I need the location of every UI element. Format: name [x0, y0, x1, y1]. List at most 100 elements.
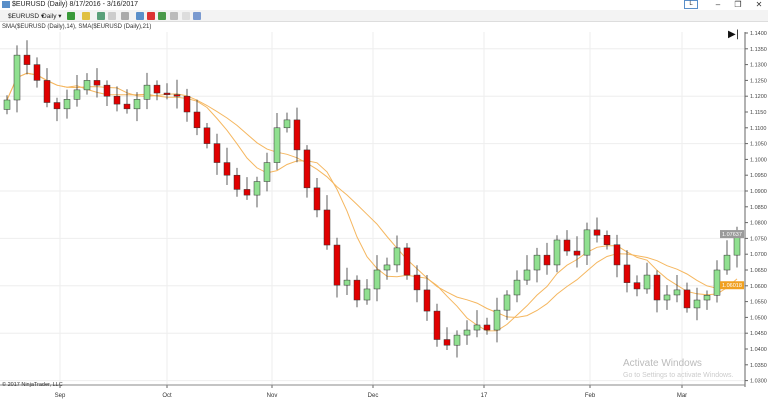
instrument-selector[interactable]: $EURUSD ▾ — [8, 13, 45, 20]
candle-up — [713, 269, 721, 296]
minimize-icon[interactable]: – — [715, 0, 721, 9]
candle-up — [383, 264, 391, 271]
indicator-legend: SMA($EURUSD (Daily),14), SMA($EURUSD (Da… — [2, 24, 152, 30]
y-tick-label: 1.1150 — [750, 110, 766, 116]
last-price-label-bg — [720, 230, 744, 239]
candle-down — [403, 247, 411, 276]
link-button[interactable]: L — [684, 0, 698, 9]
candle-down — [683, 289, 691, 309]
y-tick-label: 1.0850 — [750, 205, 767, 211]
candle-up — [393, 247, 401, 266]
candle-up — [373, 269, 381, 290]
snapshot-icon[interactable] — [136, 12, 144, 20]
candle-up — [703, 295, 711, 301]
y-tick-label: 1.1000 — [750, 157, 767, 163]
candle-up — [663, 294, 671, 301]
chart-app-icon — [2, 1, 10, 8]
x-tick-label: Dec — [368, 393, 379, 399]
candle-down — [123, 103, 131, 110]
x-tick-label: 17 — [481, 393, 488, 399]
title-bar: $EURUSD (Daily) 8/17/2016 - 3/16/2017 L … — [0, 0, 768, 10]
candle-up — [83, 80, 91, 91]
chart-style-icon[interactable] — [67, 12, 75, 20]
candle-down — [23, 54, 31, 65]
candle-up — [503, 294, 511, 311]
candle-up — [133, 99, 141, 110]
chart-trader-icon[interactable] — [147, 12, 155, 20]
candle-down — [293, 119, 301, 151]
y-tick-label: 1.1250 — [750, 78, 767, 84]
y-tick-label: 1.0300 — [750, 379, 767, 385]
properties-icon[interactable] — [170, 12, 178, 20]
data-series-icon[interactable] — [158, 12, 166, 20]
drawing-tools-icon[interactable] — [82, 12, 90, 20]
restore-icon[interactable]: ❐ — [734, 0, 742, 9]
y-tick-label: 1.1100 — [750, 126, 766, 132]
toolbar: $EURUSD ▾ Daily ▾ — [0, 10, 768, 22]
y-tick-label: 1.0350 — [750, 363, 767, 369]
candle-down — [93, 80, 101, 86]
strategy-icon[interactable] — [108, 12, 116, 20]
candle-down — [313, 187, 321, 211]
candle-down — [543, 254, 551, 266]
y-tick-label: 1.1350 — [750, 47, 767, 53]
candle-up — [473, 324, 481, 331]
x-tick-label: Feb — [585, 393, 596, 399]
y-tick-label: 1.0550 — [750, 300, 767, 306]
candle-down — [413, 274, 421, 291]
close-icon[interactable]: ✕ — [755, 0, 763, 9]
candle-down — [113, 95, 121, 105]
candle-up — [283, 119, 291, 129]
y-tick-label: 1.0400 — [750, 347, 767, 353]
candle-down — [423, 289, 431, 312]
y-tick-label: 1.0700 — [750, 252, 767, 258]
candle-down — [323, 209, 331, 246]
candle-down — [193, 111, 201, 129]
candle-up — [253, 181, 261, 196]
interval-label: Daily — [42, 13, 57, 20]
candle-up — [643, 274, 651, 290]
candle-down — [633, 282, 641, 290]
candle-down — [593, 229, 601, 236]
candle-down — [333, 244, 341, 286]
sma-14-line — [6, 72, 738, 332]
y-tick-label: 1.0450 — [750, 331, 767, 337]
candle-down — [303, 149, 311, 189]
candle-up — [723, 254, 731, 271]
candle-down — [53, 102, 61, 110]
candle-up — [13, 54, 21, 101]
window-icon[interactable] — [193, 12, 201, 20]
y-tick-label: 1.0950 — [750, 173, 767, 179]
candle-down — [33, 64, 41, 81]
zoom-icon[interactable] — [121, 12, 129, 20]
candle-up — [63, 99, 71, 110]
add-indicator-icon[interactable] — [97, 12, 105, 20]
candle-down — [243, 189, 251, 196]
y-tick-label: 1.0650 — [750, 268, 767, 274]
candle-down — [203, 127, 211, 144]
interval-selector[interactable]: Daily ▾ — [42, 13, 62, 20]
candle-up — [453, 334, 461, 346]
candle-up — [73, 89, 81, 100]
candle-up — [533, 254, 541, 271]
y-tick-label: 1.0800 — [750, 221, 767, 227]
templates-icon[interactable] — [182, 12, 190, 20]
candle-down — [213, 143, 221, 163]
watermark-subtitle: Go to Settings to activate Windows. — [623, 372, 734, 379]
sma-value-label: 1.06018 — [722, 283, 742, 289]
y-tick-label: 1.0900 — [750, 189, 767, 195]
candle-down — [183, 95, 191, 113]
y-tick-label: 1.1300 — [750, 63, 767, 69]
candle-down — [443, 339, 451, 346]
candle-down — [353, 279, 361, 301]
candle-down — [163, 92, 171, 95]
watermark-title: Activate Windows — [623, 358, 702, 369]
candle-up — [263, 162, 271, 182]
candle-down — [563, 239, 571, 252]
candle-down — [153, 84, 161, 94]
x-tick-label: Oct — [162, 393, 172, 399]
candle-up — [693, 299, 701, 309]
scroll-to-end-icon[interactable]: ▶| — [728, 29, 739, 40]
candle-up — [143, 84, 151, 100]
